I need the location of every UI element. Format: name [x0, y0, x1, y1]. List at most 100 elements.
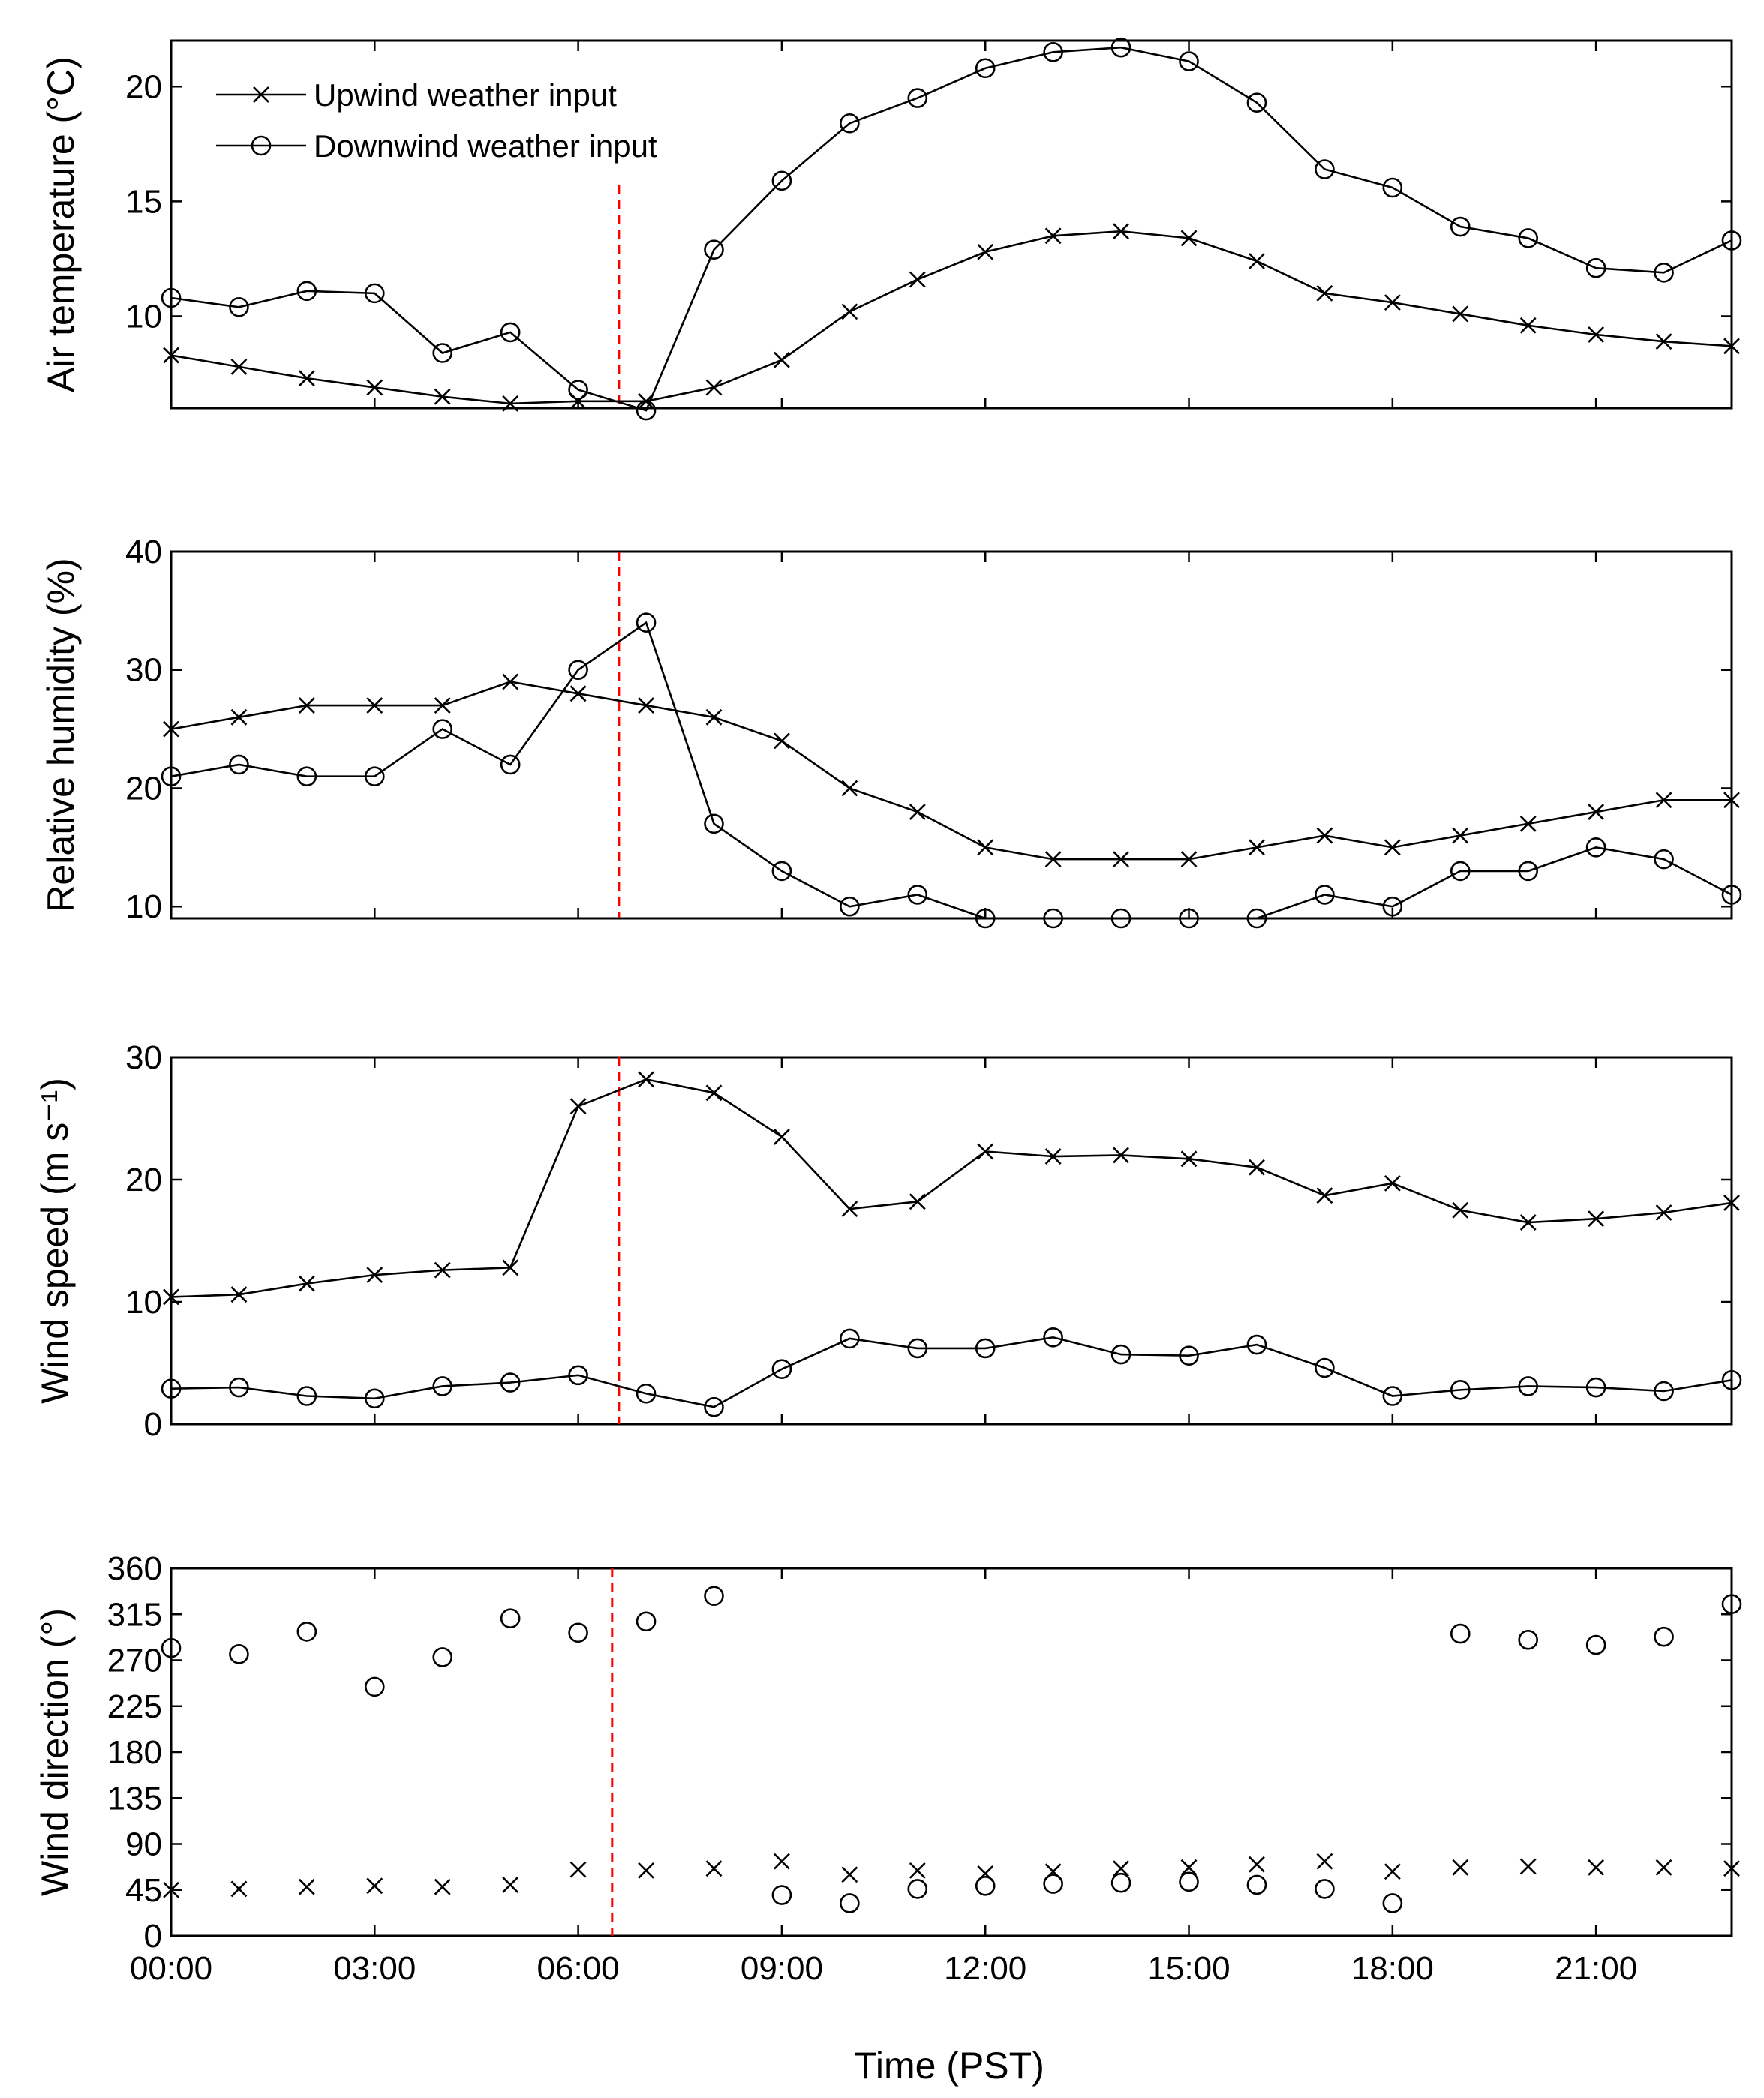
- data-point-upwind: [434, 388, 451, 405]
- data-point-downwind: [161, 287, 182, 308]
- data-point-downwind: [1518, 1376, 1538, 1396]
- data-point-downwind: [500, 1372, 521, 1393]
- data-point-upwind: [502, 1877, 519, 1893]
- data-point-downwind: [1179, 51, 1199, 71]
- data-point-upwind: [366, 379, 383, 396]
- data-point-upwind: [502, 395, 519, 412]
- data-point-upwind: [1519, 317, 1537, 334]
- y-tick-label: 20: [125, 68, 162, 105]
- data-point-upwind: [1249, 253, 1265, 269]
- x-tick-label: 12:00: [944, 1950, 1026, 1987]
- data-point-upwind: [366, 1877, 383, 1895]
- data-point-downwind: [1110, 908, 1131, 929]
- data-point-upwind: [1655, 1204, 1672, 1221]
- legend-upwind-marker-icon: [253, 86, 269, 103]
- panel-wind-direction: 00:00 03:00 06:00 09:00 12:00 15:00 18:00 21:00…: [34, 1550, 1742, 1987]
- series-line-downwind: [170, 621, 1732, 920]
- data-point-downwind: [229, 754, 249, 775]
- data-point-downwind: [1518, 1629, 1538, 1650]
- data-point-upwind: [1588, 326, 1605, 343]
- data-point-upwind: [502, 673, 519, 690]
- data-point-upwind: [705, 1084, 723, 1102]
- data-point-downwind: [1585, 837, 1606, 858]
- data-point-downwind: [771, 1885, 792, 1905]
- data-point-upwind: [1384, 1863, 1401, 1880]
- data-point-downwind: [1043, 42, 1063, 62]
- data-point-downwind: [1246, 1874, 1267, 1895]
- data-point-downwind: [1585, 1634, 1606, 1655]
- x-tick-label: 18:00: [1351, 1950, 1434, 1987]
- data-point-downwind: [500, 1608, 521, 1628]
- x-axis-label: Time (PST): [854, 2045, 1044, 2087]
- data-point-upwind: [1180, 230, 1198, 247]
- data-point-downwind: [1382, 896, 1403, 917]
- data-point-downwind: [975, 58, 996, 79]
- data-point-upwind: [163, 347, 179, 364]
- data-point-downwind: [907, 88, 928, 108]
- data-point-downwind: [907, 885, 928, 905]
- series-line-upwind: [170, 230, 1732, 405]
- y-tick-label: 180: [107, 1734, 162, 1771]
- data-point-downwind: [1043, 908, 1063, 929]
- data-point-downwind: [1721, 1594, 1742, 1614]
- data-point-downwind: [704, 239, 724, 260]
- data-point-upwind: [298, 1878, 315, 1895]
- y-tick-label: 15: [125, 183, 162, 220]
- data-point-downwind: [1518, 228, 1538, 248]
- data-point-upwind: [569, 1098, 587, 1115]
- data-point-upwind: [773, 1853, 790, 1870]
- data-point-downwind: [636, 1383, 657, 1404]
- y-axis-label: Wind direction (°): [34, 1608, 76, 1896]
- data-point-upwind: [434, 1878, 451, 1895]
- data-point-upwind: [569, 685, 587, 702]
- y-tick-label: 30: [125, 1039, 162, 1076]
- data-point-upwind: [1655, 1859, 1672, 1876]
- data-point-downwind: [771, 1359, 792, 1379]
- data-point-downwind: [1179, 908, 1199, 929]
- data-point-downwind: [1179, 1345, 1199, 1366]
- data-point-downwind: [568, 1622, 588, 1643]
- data-point-upwind: [1452, 827, 1469, 844]
- y-tick-label: 10: [125, 299, 162, 335]
- x-tick-label: 15:00: [1147, 1950, 1230, 1987]
- y-tick-label: 45: [125, 1872, 162, 1909]
- data-point-downwind: [1450, 1623, 1471, 1644]
- data-point-downwind: [1654, 263, 1674, 283]
- data-point-downwind: [1450, 861, 1471, 882]
- data-point-downwind: [1450, 1380, 1471, 1400]
- legend-downwind-label: Downwind weather input: [314, 128, 657, 164]
- y-tick-label: 40: [125, 534, 162, 570]
- data-point-downwind: [1246, 1334, 1267, 1355]
- data-point-upwind: [841, 303, 858, 320]
- y-tick-label: 360: [107, 1550, 162, 1587]
- data-point-upwind: [298, 370, 315, 387]
- data-point-upwind: [434, 697, 451, 714]
- data-point-downwind: [1110, 37, 1131, 58]
- legend-downwind-marker-icon: [251, 135, 272, 156]
- data-point-upwind: [1452, 1859, 1469, 1876]
- y-tick-label: 270: [107, 1643, 162, 1679]
- data-point-upwind: [909, 1862, 926, 1879]
- data-point-downwind: [975, 908, 996, 929]
- data-point-downwind: [432, 719, 453, 739]
- data-point-downwind: [365, 766, 385, 787]
- panel-wind-speed: 0 10 20 30 Wind speed (m s⁻¹): [34, 1039, 1742, 1443]
- legend: Upwind weather input Downwind weather in…: [216, 77, 657, 164]
- y-axis-label: Relative humidity (%): [40, 558, 82, 912]
- data-point-upwind: [705, 1860, 723, 1877]
- data-point-upwind: [705, 379, 723, 396]
- y-tick-label: 10: [125, 1284, 162, 1321]
- data-point-downwind: [636, 1611, 657, 1632]
- data-point-upwind: [1044, 851, 1062, 868]
- data-point-upwind: [1316, 1187, 1333, 1204]
- data-point-downwind: [975, 1876, 996, 1896]
- y-tick-label: 0: [144, 1918, 162, 1955]
- y-tick-label: 225: [107, 1688, 162, 1725]
- data-point-upwind: [773, 732, 790, 750]
- x-tick-label: 06:00: [537, 1950, 620, 1987]
- data-point-downwind: [296, 281, 317, 302]
- data-point-upwind: [841, 1201, 858, 1218]
- data-point-downwind: [1721, 885, 1742, 905]
- data-point-downwind: [1654, 1381, 1674, 1402]
